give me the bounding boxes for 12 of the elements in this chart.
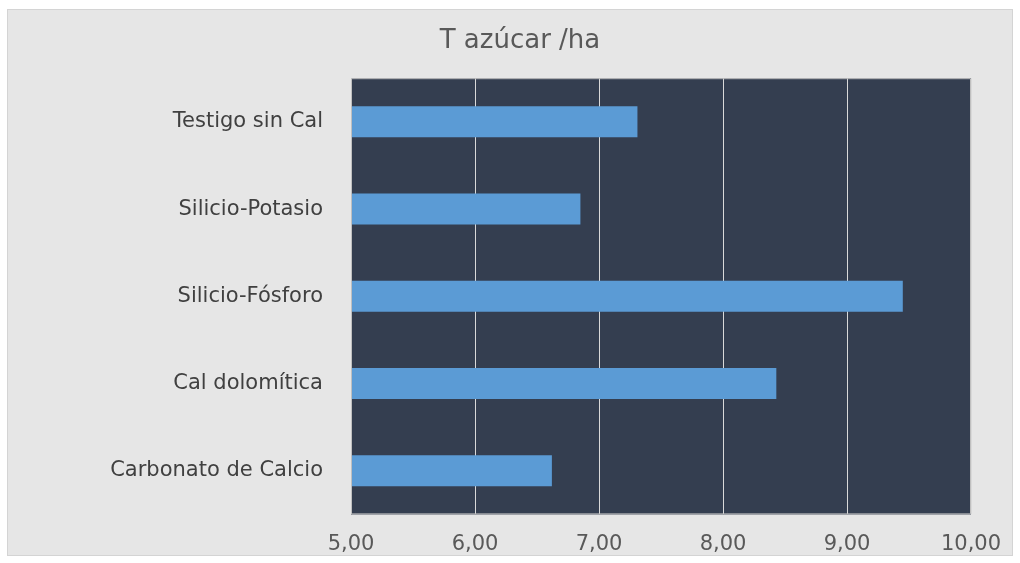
x-tick-label: 9,00 xyxy=(823,531,871,556)
y-tick-label: Silicio-Potasio xyxy=(178,195,323,220)
x-tick-label: 8,00 xyxy=(699,531,747,556)
y-tick-label: Testigo sin Cal xyxy=(171,108,323,133)
chart-title: T azúcar /ha xyxy=(438,24,601,55)
y-tick-label: Carbonato de Calcio xyxy=(110,457,323,482)
x-tick-label: 6,00 xyxy=(451,531,499,556)
y-tick-label: Silicio-Fósforo xyxy=(177,282,323,307)
x-tick-label: 10,00 xyxy=(940,531,1002,556)
x-tick-label: 5,00 xyxy=(327,531,375,556)
x-tick-label: 7,00 xyxy=(575,531,623,556)
y-tick-label: Cal dolomítica xyxy=(173,369,323,394)
